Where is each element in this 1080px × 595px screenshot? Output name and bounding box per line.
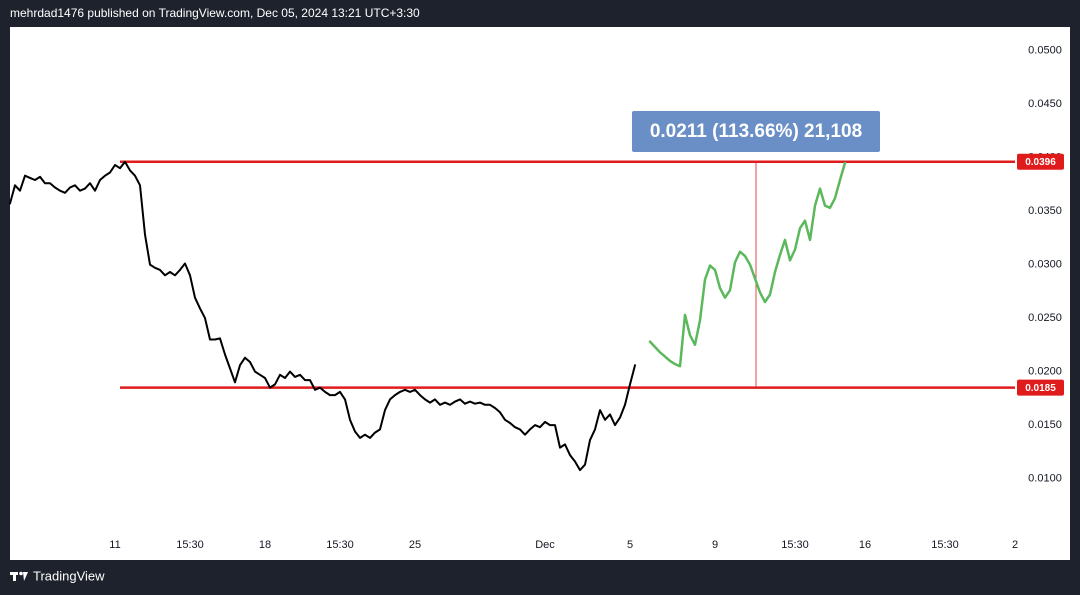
x-tick-label: 16 [859, 539, 871, 551]
y-tick-label: 0.0450 [1028, 98, 1062, 110]
x-tick-label: 2 [1012, 539, 1018, 551]
level-label: 0.0185 [1025, 383, 1056, 394]
price-line [648, 161, 847, 368]
x-tick-label: 18 [259, 539, 271, 551]
x-tick-label: 11 [109, 539, 120, 551]
price-line [9, 160, 636, 472]
logo [10, 571, 28, 581]
x-tick-label: 15:30 [931, 539, 959, 551]
level-label: 0.0396 [1025, 157, 1056, 168]
y-tick-label: 0.0500 [1028, 44, 1062, 56]
annotation: 0.0211 (113.66%) 21,108 [650, 121, 862, 142]
x-tick-label: 15:30 [326, 539, 354, 551]
x-tick-label: 25 [409, 539, 421, 551]
level-tag [1017, 153, 1064, 170]
footer: TradingView [33, 568, 105, 583]
y-tick-label: 0.0250 [1028, 312, 1062, 324]
x-tick-label: Dec [535, 539, 555, 551]
y-tick-label: 0.0150 [1028, 419, 1062, 431]
x-tick-label: 9 [712, 539, 718, 551]
x-tick-label: 15:30 [781, 539, 809, 551]
level-tag [1017, 379, 1064, 396]
header: mehrdad1476 published on TradingView.com… [10, 6, 420, 20]
y-tick-label: 0.0300 [1028, 258, 1062, 270]
chart-panel [10, 27, 1070, 560]
y-tick-label: 0.0100 [1028, 473, 1062, 485]
x-tick-label: 15:30 [176, 539, 204, 551]
y-tick-label: 0.0200 [1028, 365, 1062, 377]
annotation-box [632, 111, 880, 152]
x-tick-label: 5 [627, 539, 633, 551]
y-tick-label: 0.0350 [1028, 205, 1062, 217]
